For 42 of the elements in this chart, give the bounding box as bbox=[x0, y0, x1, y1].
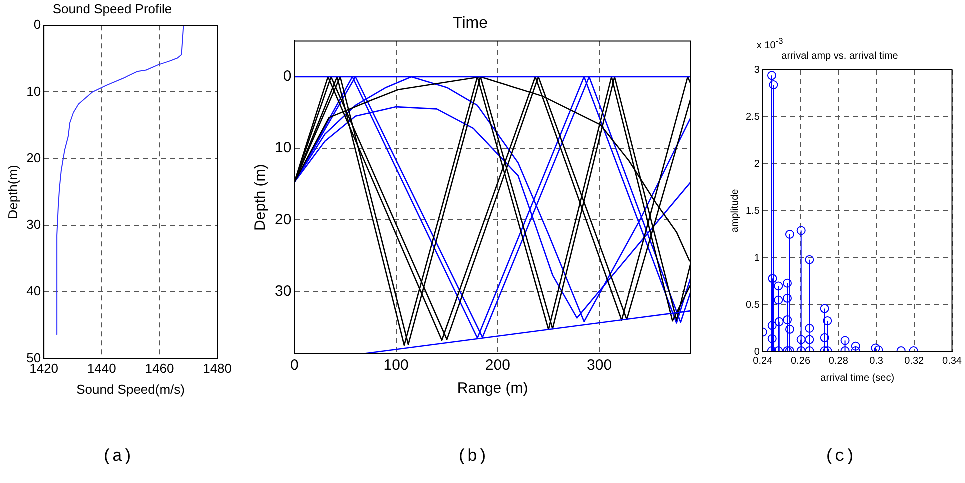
x-tick-label: 0.34 bbox=[942, 356, 962, 367]
text: (b) bbox=[456, 448, 489, 467]
y-tick-label: 0 bbox=[34, 17, 42, 32]
y-tick-label: 1.5 bbox=[746, 206, 760, 217]
x-tick-label: 0.3 bbox=[870, 356, 884, 367]
y-tick-label: 40 bbox=[26, 284, 42, 299]
chart-title: Time bbox=[453, 15, 488, 32]
y-axis-title: Depth (m) bbox=[252, 164, 270, 231]
y-tick-label: 3 bbox=[754, 64, 760, 76]
x-tick-label: 0.24 bbox=[753, 356, 774, 367]
x-axis-title: Range (m) bbox=[457, 380, 528, 398]
x-tick-label: 200 bbox=[485, 357, 510, 374]
y-tick-label: 20 bbox=[26, 150, 42, 166]
x-tick-label: 1460 bbox=[145, 361, 174, 376]
y-tick-label: 1 bbox=[754, 252, 760, 264]
y-axis-title: Depth(m) bbox=[5, 165, 20, 220]
y-tick-label: 50 bbox=[26, 350, 42, 366]
x-tick-label: 1440 bbox=[87, 361, 116, 376]
x-tick-label: 100 bbox=[384, 357, 409, 374]
y-tick-label: 0.5 bbox=[746, 300, 760, 311]
y-tick-label: 20 bbox=[274, 211, 292, 228]
chart-title: arrival amp vs. arrival time bbox=[782, 50, 899, 62]
y-tick-label: 2.5 bbox=[746, 112, 760, 123]
text: (a) bbox=[101, 448, 134, 467]
text: x 10$^{-3}$ bbox=[756, 36, 784, 52]
y-tick-label: 30 bbox=[26, 217, 42, 232]
x-tick-label: 0.28 bbox=[828, 356, 849, 367]
y-axis-title: amplitude bbox=[730, 188, 741, 233]
x-tick-label: 0.26 bbox=[791, 356, 811, 367]
y-tick-label: 30 bbox=[274, 282, 292, 300]
x-tick-label: 300 bbox=[587, 357, 612, 374]
y-tick-label: 2 bbox=[754, 158, 760, 170]
y-tick-label: 10 bbox=[274, 140, 292, 157]
chart-title: Sound Speed Profile bbox=[52, 1, 172, 16]
x-tick-label: 1480 bbox=[203, 361, 232, 376]
x-tick-label: 0.32 bbox=[904, 356, 925, 367]
y-tick-label: 10 bbox=[26, 84, 42, 99]
x-axis-title: Sound Speed(m/s) bbox=[76, 382, 186, 397]
x-axis-title: arrival time (sec) bbox=[820, 372, 895, 384]
y-tick-label: 0 bbox=[754, 346, 760, 358]
y-tick-label: 0 bbox=[283, 68, 292, 86]
text: (c) bbox=[824, 448, 856, 467]
